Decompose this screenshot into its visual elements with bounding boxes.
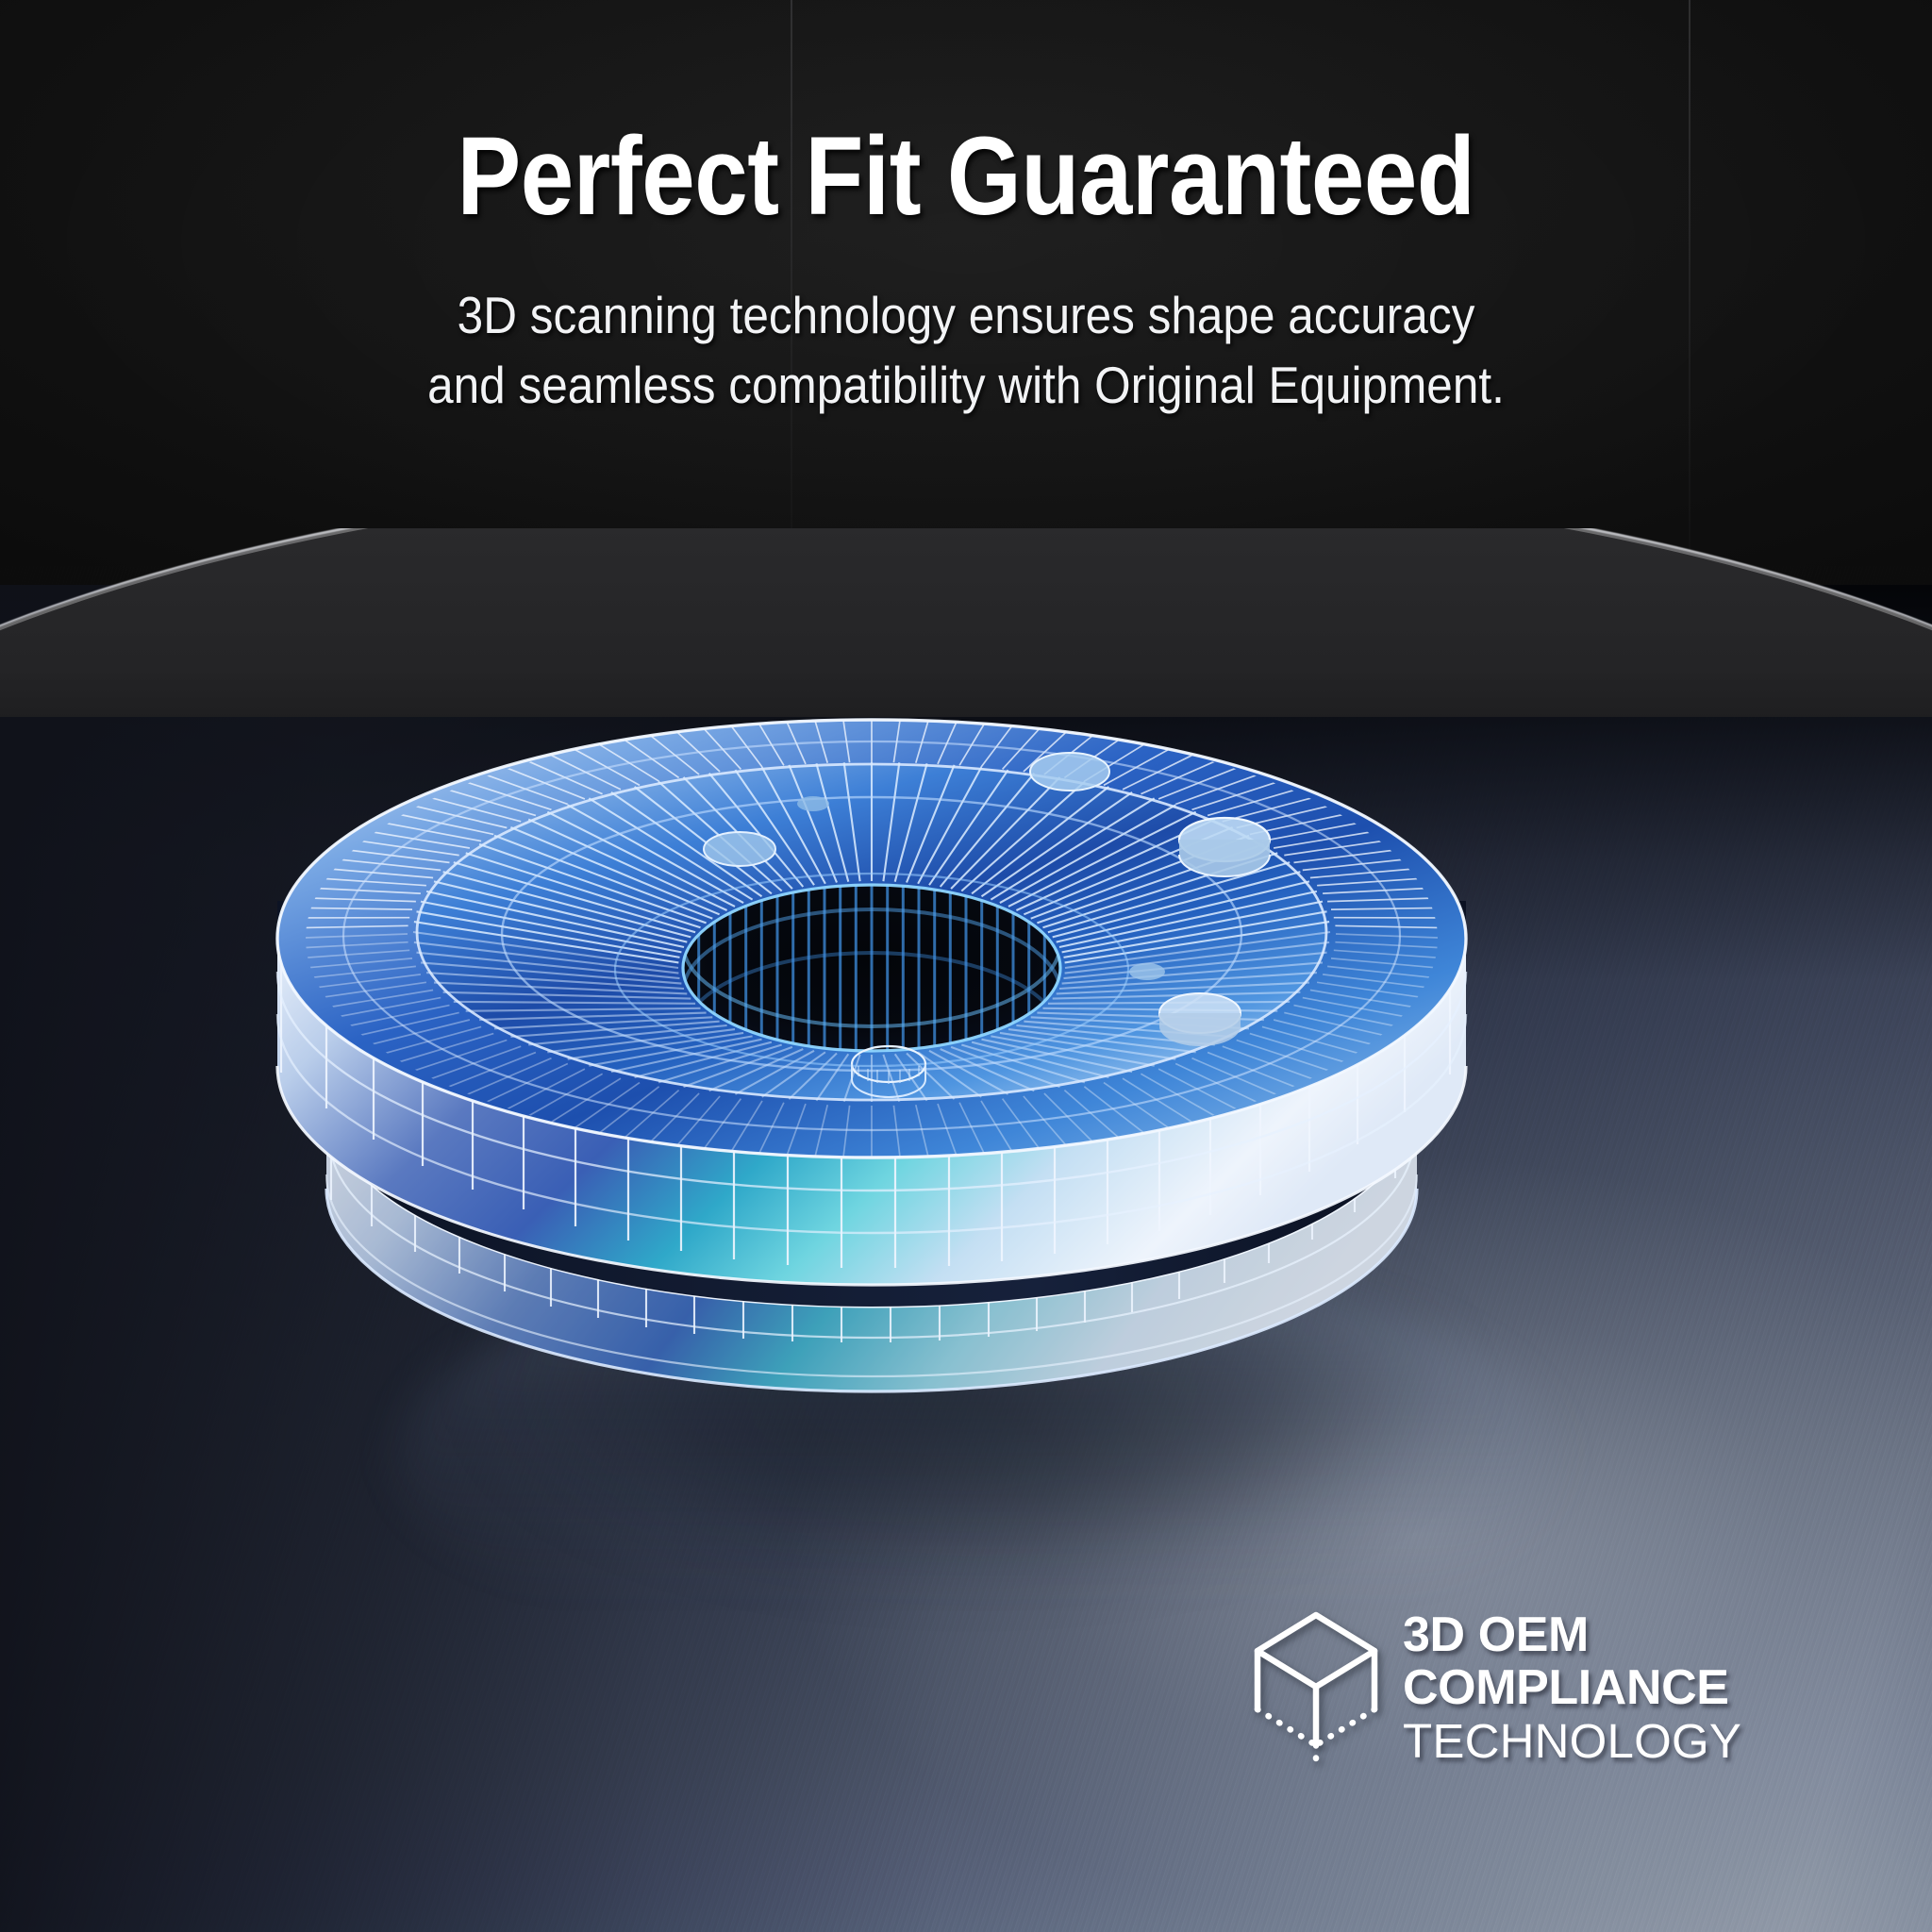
logo-line-2: COMPLIANCE bbox=[1403, 1659, 1729, 1715]
wall-vignette bbox=[0, 0, 1932, 604]
horizon-band bbox=[0, 528, 1932, 717]
subtitle-line-1: 3D scanning technology ensures shape acc… bbox=[457, 286, 1475, 344]
logo-line-1: 3D OEM bbox=[1403, 1607, 1589, 1662]
back-wall bbox=[0, 0, 1932, 604]
subtitle-line-2: and seamless compatibility with Original… bbox=[427, 355, 1505, 414]
hero-copy: Perfect Fit Guaranteed 3D scanning techn… bbox=[0, 121, 1932, 420]
isometric-cube-wireframe-icon bbox=[1250, 1607, 1382, 1787]
logo-line-3: TECHNOLOGY bbox=[1403, 1713, 1742, 1768]
page-title: Perfect Fit Guaranteed bbox=[457, 114, 1475, 239]
page-subtitle: 3D scanning technology ensures shape acc… bbox=[96, 281, 1835, 420]
brand-logo: 3D OEM COMPLIANCE TECHNOLOGY bbox=[1250, 1606, 1741, 1787]
brake-drum-wireframe bbox=[240, 660, 1504, 1396]
logo-wordmark: 3D OEM COMPLIANCE TECHNOLOGY bbox=[1403, 1606, 1741, 1766]
wall-panel-seam-left bbox=[791, 0, 792, 604]
wall-panel-seam-right bbox=[1689, 0, 1690, 604]
